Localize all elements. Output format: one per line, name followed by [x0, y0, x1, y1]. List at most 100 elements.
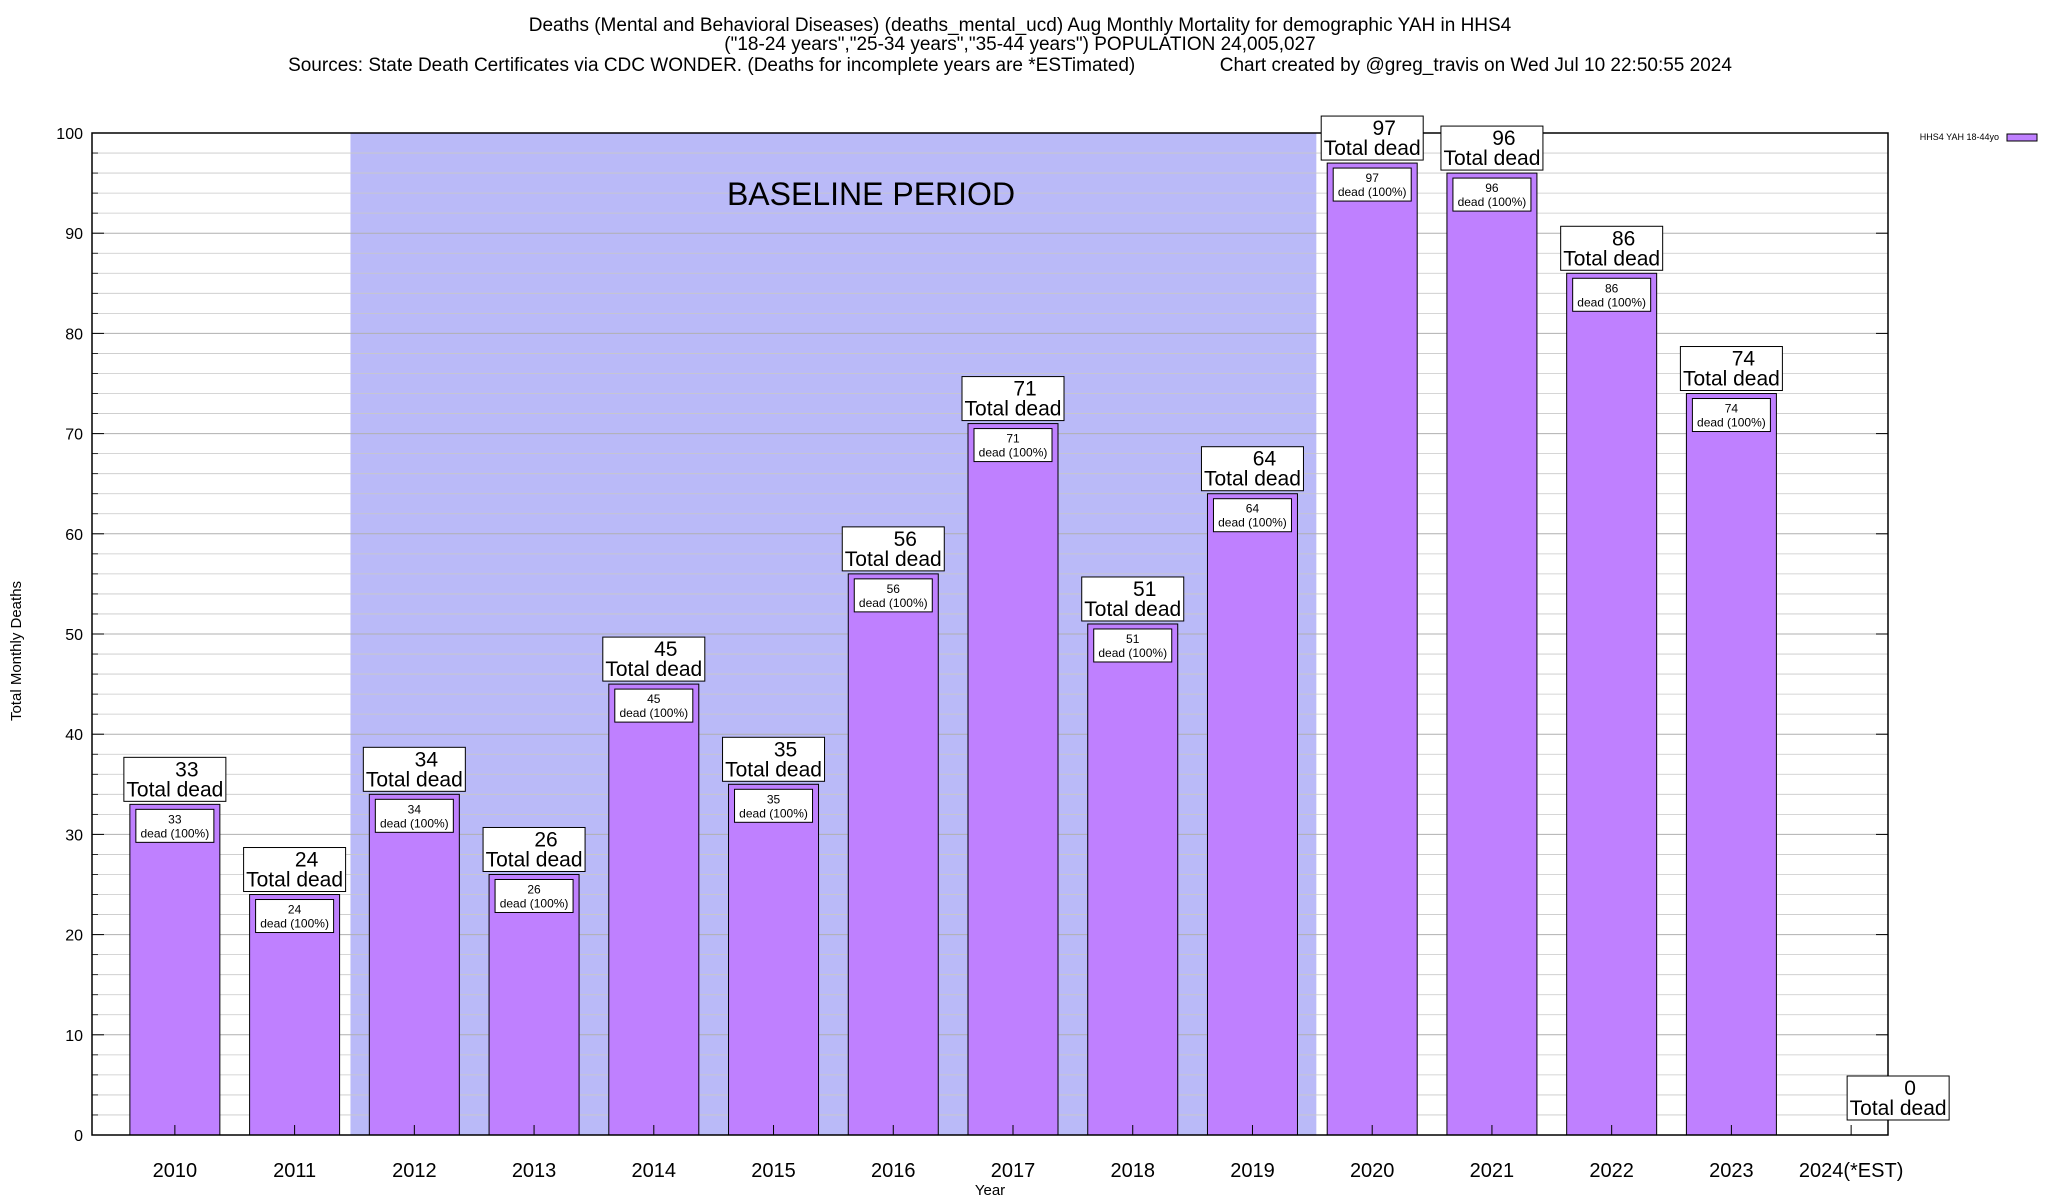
inner-label-box — [1691, 398, 1771, 433]
total-value-label: 34 — [415, 748, 439, 771]
y-axis-label: Total Monthly Deaths — [8, 581, 25, 721]
total-value-label: 51 — [1133, 578, 1156, 601]
total-dead-label: Total dead — [1563, 247, 1660, 270]
chart-title-line-1: Deaths (Mental and Behavioral Diseases) … — [529, 15, 1512, 36]
inner-label-box — [614, 688, 694, 723]
bars — [129, 162, 1777, 1136]
total-dead-label: Total dead — [725, 758, 822, 781]
y-tick-label: 100 — [56, 126, 83, 143]
inner-percent-label: dead (100%) — [260, 917, 329, 931]
total-label-box — [602, 636, 706, 682]
total-label-box — [841, 526, 945, 572]
total-value-label: 71 — [1013, 378, 1036, 401]
y-tick-label: 20 — [65, 928, 83, 945]
x-tick-label: 2017 — [991, 1160, 1036, 1182]
total-value-label: 97 — [1373, 117, 1396, 140]
total-dead-label: Total dead — [1084, 598, 1181, 621]
total-value-label: 45 — [654, 638, 677, 661]
total-label-box — [243, 847, 347, 893]
inner-label-box — [1332, 167, 1412, 202]
total-value-label: 33 — [175, 758, 198, 781]
total-dead-label: Total dead — [1850, 1097, 1947, 1120]
total-label-box — [1560, 225, 1664, 271]
total-value-label: 64 — [1253, 448, 1277, 471]
x-tick-label: 2011 — [273, 1160, 316, 1182]
total-value-label: 74 — [1732, 348, 1756, 371]
chart-title-line-2: ("18-24 years","25-34 years","35-44 year… — [724, 34, 1315, 55]
total-label-box — [1846, 1075, 1950, 1121]
legend-swatch — [2006, 133, 2038, 142]
total-label-box — [1200, 446, 1304, 492]
total-label-box — [722, 736, 826, 782]
total-label-box — [961, 376, 1065, 422]
total-label-box — [482, 826, 586, 872]
inner-value-label: 86 — [1605, 281, 1619, 295]
total-dead-label: Total dead — [1324, 137, 1421, 160]
y-tick-label: 80 — [65, 326, 83, 343]
total-dead-label: Total dead — [845, 548, 942, 571]
x-axis-label: Year — [975, 1182, 1005, 1199]
y-tick-label: 60 — [65, 527, 83, 544]
inner-value-label: 56 — [887, 582, 901, 596]
inner-percent-label: dead (100%) — [500, 896, 569, 910]
bar — [1685, 393, 1777, 1136]
total-dead-label: Total dead — [126, 778, 223, 801]
y-tick-label: 10 — [65, 1028, 83, 1045]
x-tick-label: 2016 — [871, 1160, 916, 1182]
y-tick-label: 0 — [74, 1128, 83, 1145]
x-tick-label: 2014 — [632, 1160, 677, 1182]
legend: HHS4 YAH 18-44yo — [1920, 132, 2038, 142]
inner-percent-label: dead (100%) — [1458, 195, 1527, 209]
total-dead-label: Total dead — [1443, 147, 1540, 170]
bar — [249, 894, 341, 1136]
y-tick-label: 90 — [65, 226, 83, 243]
y-axis-ticks: 0 10 20 30 40 50 60 70 80 90 100 — [56, 126, 1888, 1145]
total-value-label: 35 — [774, 738, 797, 761]
inner-value-label: 96 — [1485, 181, 1499, 195]
inner-percent-label: dead (100%) — [619, 706, 688, 720]
x-tick-label: 2019 — [1230, 1160, 1275, 1182]
y-tick-label: 30 — [65, 827, 83, 844]
inner-label-box — [853, 578, 933, 613]
inner-percent-label: dead (100%) — [1218, 516, 1287, 530]
total-value-label: 26 — [534, 828, 557, 851]
y-tick-label: 50 — [65, 627, 83, 644]
inner-percent-label: dead (100%) — [739, 806, 808, 820]
total-value-label: 56 — [894, 528, 917, 551]
total-dead-label: Total dead — [1683, 368, 1780, 391]
inner-percent-label: dead (100%) — [1338, 185, 1407, 199]
bar — [608, 683, 700, 1136]
inner-value-label: 26 — [527, 882, 541, 896]
bar — [967, 423, 1059, 1136]
inner-value-label: 33 — [168, 812, 182, 826]
chart-title-line-3: Sources: State Death Certificates via CD… — [288, 55, 1732, 76]
inner-value-label: 45 — [647, 692, 661, 706]
total-label-box — [1440, 125, 1544, 171]
bar — [129, 803, 221, 1136]
inner-value-label: 74 — [1725, 402, 1739, 416]
bar — [1206, 493, 1298, 1136]
total-dead-label: Total dead — [965, 398, 1062, 421]
total-label-box — [1081, 576, 1185, 622]
inner-label-box — [1093, 628, 1173, 663]
bar — [1087, 623, 1179, 1136]
legend-entry-label: HHS4 YAH 18-44yo — [1920, 132, 1999, 142]
inner-value-label: 35 — [767, 792, 781, 806]
inner-percent-label: dead (100%) — [1577, 295, 1646, 309]
inner-percent-label: dead (100%) — [859, 596, 928, 610]
bar — [847, 573, 939, 1136]
y-tick-label: 70 — [65, 427, 83, 444]
x-tick-label: 2018 — [1110, 1160, 1155, 1182]
inner-label-box — [494, 878, 574, 913]
x-tick-label: 2023 — [1709, 1160, 1754, 1182]
x-tick-label: 2020 — [1350, 1160, 1395, 1182]
inner-label-box — [374, 798, 454, 833]
bar — [1446, 172, 1538, 1136]
inner-percent-label: dead (100%) — [141, 826, 210, 840]
x-tick-label: 2013 — [512, 1160, 557, 1182]
inner-label-box — [734, 788, 814, 823]
inner-label-box — [135, 808, 215, 843]
total-dead-label: Total dead — [486, 848, 583, 871]
